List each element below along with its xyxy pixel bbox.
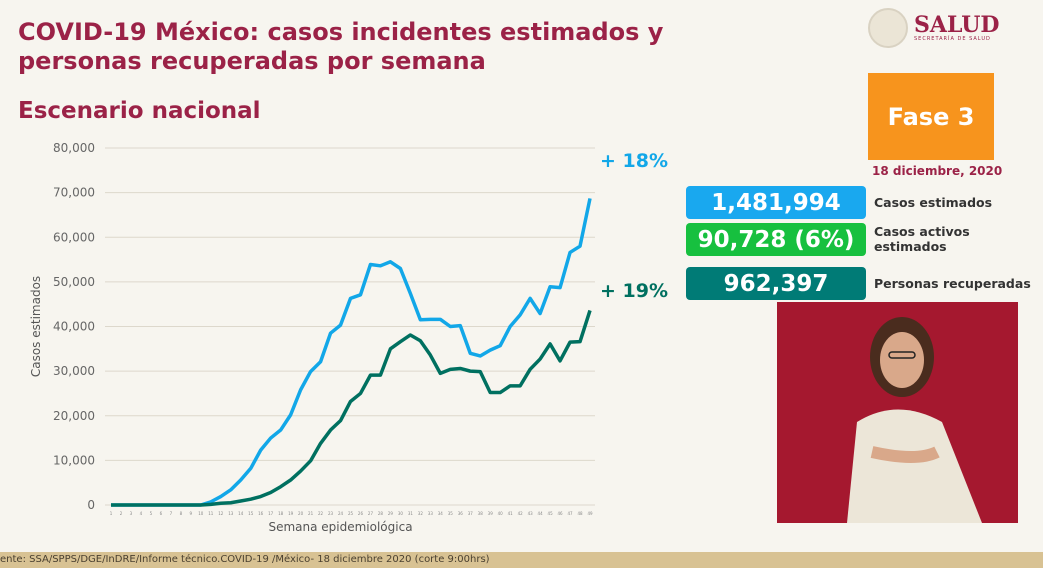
x-tick-label: 2 [120, 511, 123, 516]
x-tick-label: 29 [388, 511, 394, 516]
y-tick-label: 0 [87, 498, 95, 512]
national-seal-icon [868, 8, 908, 48]
logo-text: SALUD [914, 12, 1000, 38]
stat-estimated-cases: 1,481,994 [686, 186, 866, 219]
x-tick-label: 36 [458, 511, 464, 516]
salud-logo: SALUD SECRETARÍA DE SALUD [868, 8, 1000, 48]
x-tick-label: 15 [248, 511, 254, 516]
stat-active-cases-label: Casos activos estimados [874, 224, 970, 254]
x-tick-label: 4 [140, 511, 143, 516]
series-2-annotation: + 19% [600, 280, 669, 302]
x-tick-label: 32 [418, 511, 424, 516]
y-tick-label: 10,000 [53, 453, 95, 467]
y-tick-label: 20,000 [53, 409, 95, 423]
x-tick-label: 3 [130, 511, 133, 516]
stat-recovered: 962,397 [686, 267, 866, 300]
x-tick-label: 26 [358, 511, 364, 516]
x-tick-label: 46 [558, 511, 564, 516]
slide-subtitle: Escenario nacional [18, 98, 261, 124]
source-footer: ente: SSA/SPPS/DGE/InDRE/Informe técnico… [0, 552, 1043, 568]
x-tick-label: 47 [567, 511, 573, 516]
x-tick-label: 34 [438, 511, 444, 516]
x-tick-label: 43 [528, 511, 534, 516]
x-tick-label: 35 [448, 511, 454, 516]
stat-active-cases: 90,728 (6%) [686, 223, 866, 256]
x-tick-label: 8 [180, 511, 183, 516]
stat-estimated-cases-label: Casos estimados [874, 195, 993, 210]
x-tick-label: 33 [428, 511, 434, 516]
x-tick-label: 20 [298, 511, 304, 516]
x-tick-label: 28 [378, 511, 384, 516]
x-tick-label: 5 [150, 511, 153, 516]
x-tick-label: 49 [587, 511, 593, 516]
x-tick-label: 31 [408, 511, 414, 516]
x-tick-label: 10 [198, 511, 204, 516]
x-tick-label: 44 [538, 511, 544, 516]
x-tick-label: 16 [258, 511, 264, 516]
slide-title: COVID-19 México: casos incidentes estima… [18, 18, 664, 75]
x-tick-label: 13 [228, 511, 234, 516]
x-tick-label: 27 [368, 511, 374, 516]
y-tick-label: 30,000 [53, 364, 95, 378]
logo-subtext: SECRETARÍA DE SALUD [914, 36, 991, 42]
x-tick-label: 40 [498, 511, 504, 516]
x-tick-label: 7 [170, 511, 173, 516]
series-1-annotation: + 18% [600, 150, 669, 172]
series-2-line [111, 309, 592, 507]
report-date: 18 diciembre, 2020 [872, 164, 1003, 178]
x-tick-label: 23 [328, 511, 334, 516]
line-chart: 0 10,000 20,000 30,000 40,000 50,000 60,000 70,… [29, 141, 595, 534]
x-tick-label: 37 [468, 511, 474, 516]
phase-badge: Fase 3 [868, 73, 994, 160]
stat-recovered-label: Personas recuperadas [874, 276, 1031, 291]
x-axis-label: Semana epidemiológica [268, 520, 412, 534]
x-tick-label: 42 [518, 511, 524, 516]
x-tick-label: 1 [110, 511, 113, 516]
x-tick-label: 18 [278, 511, 284, 516]
x-tick-label: 45 [548, 511, 554, 516]
x-tick-label: 21 [308, 511, 314, 516]
y-tick-label: 40,000 [53, 320, 95, 334]
x-tick-label: 12 [218, 511, 224, 516]
x-tick-label: 17 [268, 511, 274, 516]
x-tick-label: 41 [508, 511, 514, 516]
x-tick-label: 19 [288, 511, 294, 516]
x-tick-label: 14 [238, 511, 244, 516]
x-tick-label: 48 [577, 511, 583, 516]
x-tick-label: 24 [338, 511, 344, 516]
y-axis-label: Casos estimados [29, 276, 43, 377]
x-tick-label: 30 [398, 511, 404, 516]
x-tick-label: 39 [488, 511, 494, 516]
y-tick-label: 80,000 [53, 141, 95, 155]
y-tick-label: 50,000 [53, 275, 95, 289]
x-tick-label: 11 [208, 511, 214, 516]
x-tick-label: 9 [190, 511, 193, 516]
x-tick-label: 38 [478, 511, 484, 516]
x-tick-label: 6 [160, 511, 163, 516]
sign-language-interpreter-video [777, 302, 1018, 523]
series-1-line [111, 198, 592, 507]
interpreter-figure [847, 317, 982, 523]
x-tick-label: 22 [318, 511, 324, 516]
y-tick-label: 60,000 [53, 230, 95, 244]
x-tick-label: 25 [348, 511, 354, 516]
y-tick-label: 70,000 [53, 186, 95, 200]
